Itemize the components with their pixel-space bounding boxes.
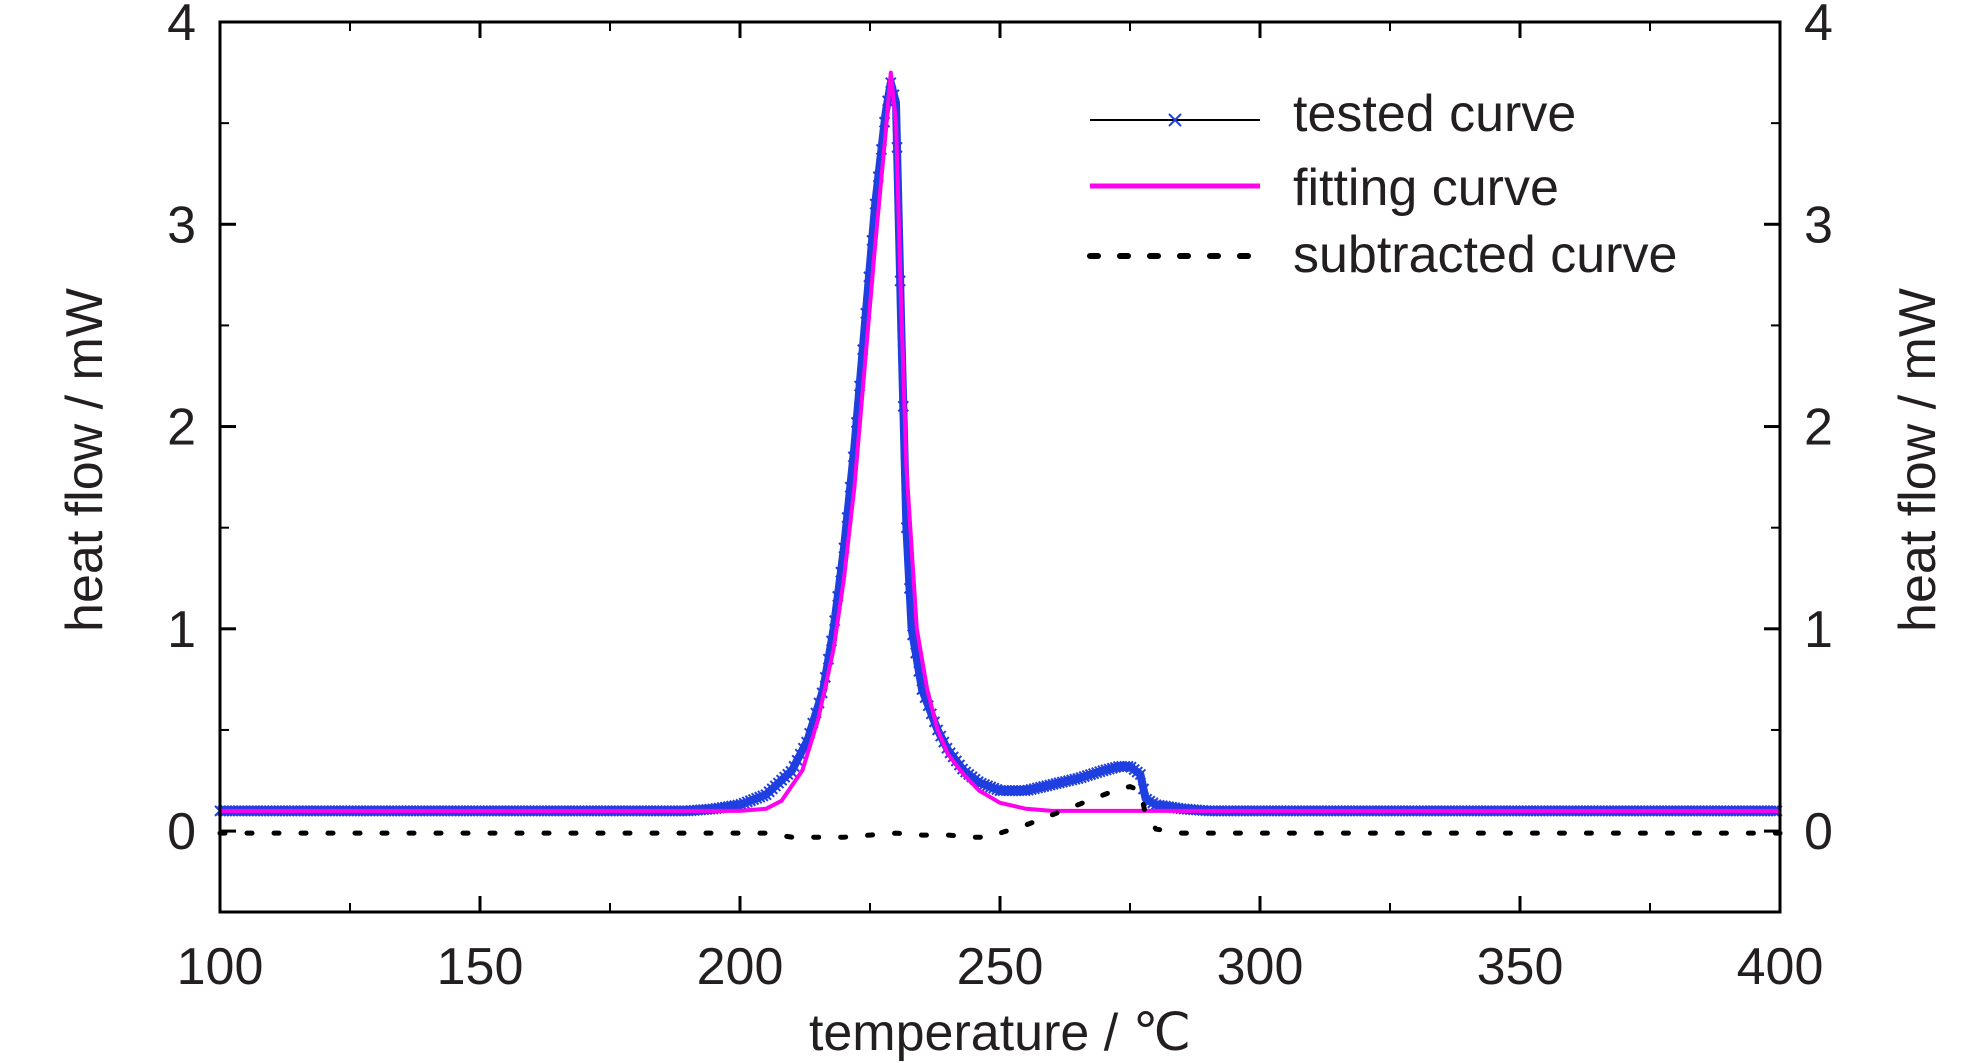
x-axis-title: temperature / ℃ <box>809 1004 1191 1062</box>
tested-marker <box>754 791 766 803</box>
y-tick-label-right: 2 <box>1804 399 1833 457</box>
tested-marker <box>788 760 800 773</box>
tested-marker <box>981 780 994 792</box>
tested-marker <box>1122 760 1134 773</box>
tested-marker <box>738 797 750 809</box>
tested-marker <box>732 799 744 811</box>
tested-marker <box>988 782 1000 794</box>
y-tick-label-left: 3 <box>167 196 196 254</box>
y-axis-title-left: heat flow / mW <box>56 288 114 632</box>
tested-marker <box>750 792 763 805</box>
x-tick-label: 350 <box>1477 938 1564 996</box>
tested-marker <box>1087 767 1100 780</box>
y-tick-label-right: 1 <box>1804 601 1833 659</box>
y-tick-label-left: 0 <box>167 803 196 861</box>
tested-marker <box>978 778 991 791</box>
tested-marker <box>1081 769 1094 782</box>
x-tick-label: 100 <box>177 938 264 996</box>
x-tick-label: 300 <box>1217 938 1304 996</box>
tested-marker <box>747 793 760 806</box>
tested-marker <box>1137 783 1150 795</box>
tested-marker <box>1078 770 1090 783</box>
legend-label-tested: tested curve <box>1293 85 1576 143</box>
y-axis-title-right: heat flow / mW <box>1889 288 1947 632</box>
y-tick-label-left: 1 <box>167 601 196 659</box>
tested-marker <box>984 781 997 793</box>
legend: tested curve fitting curve subtracted cu… <box>1087 85 1677 284</box>
tested-marker <box>794 748 807 760</box>
series-tested-curve <box>214 76 1783 817</box>
tested-marker <box>757 790 769 802</box>
plot-frame <box>218 20 1782 914</box>
legend-marker-x-icon <box>1168 113 1182 127</box>
series-fitting-curve <box>220 70 1780 813</box>
ticks: 100 150 200 250 300 350 400 0 0 1 1 2 2 3 3 4 4 <box>167 0 1833 996</box>
tested-marker <box>735 798 747 811</box>
legend-item-subtracted: subtracted curve <box>1087 226 1677 284</box>
tested-marker <box>785 765 797 778</box>
tested-marker <box>1084 768 1097 781</box>
x-tick-label: 150 <box>437 938 524 996</box>
tested-marker <box>1075 771 1087 784</box>
y-tick-label-right: 0 <box>1804 803 1833 861</box>
tested-marker <box>1091 766 1103 779</box>
y-tick-label-right: 4 <box>1804 0 1833 52</box>
tested-marker <box>791 754 803 767</box>
y-tick-label-right: 3 <box>1804 196 1833 254</box>
x-tick-label: 400 <box>1737 938 1824 996</box>
tested-marker <box>741 796 753 808</box>
tested-marker <box>744 795 757 807</box>
legend-item-fitting: fitting curve <box>1090 159 1559 217</box>
tested-marker <box>1134 768 1147 781</box>
legend-item-tested: tested curve <box>1090 85 1576 143</box>
tested-marker <box>1072 772 1084 785</box>
x-tick-label: 250 <box>957 938 1044 996</box>
series-layer <box>214 70 1783 840</box>
x-tick-label: 200 <box>697 938 784 996</box>
legend-label-fitting: fitting curve <box>1293 159 1559 217</box>
y-tick-label-left: 2 <box>167 399 196 457</box>
legend-label-subtracted: subtracted curve <box>1293 226 1677 284</box>
y-tick-label-left: 4 <box>167 0 196 52</box>
